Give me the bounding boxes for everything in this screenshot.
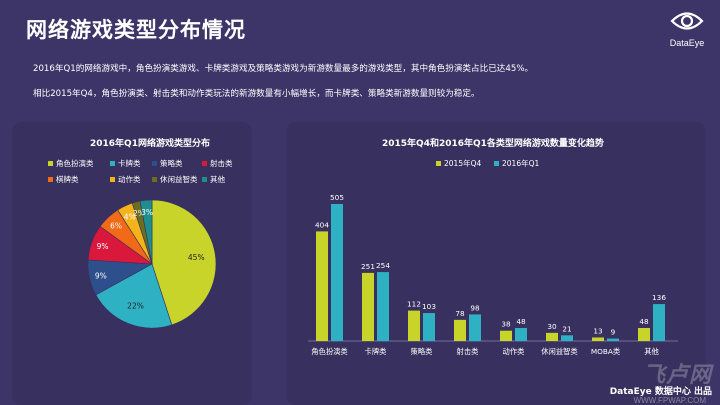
bar [469,314,481,341]
watermark-logo: 飞卢网 [642,362,712,387]
bar-value-label: 48 [639,317,649,326]
summary-paragraph-1: 2016年Q1的网络游戏中，角色扮演类游戏、卡牌类游戏及策略类游戏为新游数量最多… [33,64,534,74]
legend-swatch [110,161,115,166]
page-title: 网络游戏类型分布情况 [26,18,246,42]
pie-legend-item: 策略类 [152,158,183,169]
pie-slice-label: 9% [95,271,107,280]
bar [331,204,343,341]
bar-value-label: 136 [652,293,666,302]
pie-slice-label: 4% [124,213,136,222]
x-tick-label: 其他 [644,347,659,356]
pie-legend-item: 角色扮演类 [48,158,94,169]
legend-swatch [202,177,207,182]
bar [515,327,527,341]
bar-value-label: 13 [593,326,603,335]
legend-swatch [48,161,53,166]
eye-icon [670,12,704,30]
bar [607,338,619,341]
x-tick-label: 策略类 [411,347,434,356]
x-tick-label: 动作类 [503,347,526,356]
footer-credit: DataEye 数据中心 出品 [609,387,712,397]
legend-label: 棋牌类 [56,175,79,184]
legend-swatch [152,177,157,182]
legend-label: 射击类 [210,159,233,168]
bar-chart-panel: 2015年Q4和2016年Q1各类型网络游戏数量变化趋势 2015年Q4 2016… [286,122,706,405]
bar-value-label: 112 [407,300,421,309]
legend-swatch [202,161,207,166]
legend-label: 2015年Q4 [444,159,482,168]
legend-label: 其他 [210,175,225,184]
legend-label: 策略类 [160,159,183,168]
bar [362,272,374,341]
bar-value-label: 9 [611,328,616,337]
x-tick-label: 休闲益智类 [541,347,578,356]
bar-value-label: 48 [516,317,526,326]
bar-value-label: 254 [376,261,390,270]
watermark-url: WWW.FPWAP.COM [633,396,706,405]
pie-chart-panel: 2016年Q1网络游戏类型分布 角色扮演类 卡牌类 策略类 射击类棋牌类 动作类 休闲益智… [12,122,252,405]
pie-slice-label: 2% [133,209,145,218]
pie-legend-item: 卡牌类 [110,158,141,169]
bar [500,330,512,341]
bar [408,310,420,341]
bar-value-label: 404 [315,220,329,229]
bar-value-label: 78 [455,309,465,318]
pie-slice-label: 22% [127,302,144,311]
bar-value-label: 98 [470,303,480,312]
legend-label: 休闲益智类 [160,175,198,184]
pie-slice [95,263,173,329]
legend-label: 卡牌类 [118,159,141,168]
legend-swatch [494,161,499,166]
bar-value-label: 251 [361,262,375,271]
bar-value-label: 30 [547,322,557,331]
x-tick-label: MOBA类 [591,347,621,356]
pie-legend-item: 动作类 [110,174,141,185]
legend-swatch [48,177,53,182]
bar-legend-item: 2015年Q4 [436,158,481,169]
bar [653,304,665,341]
bar-value-label: 38 [501,320,511,329]
x-tick-label: 射击类 [457,347,480,356]
bar [638,327,650,341]
pie-legend-item: 休闲益智类 [152,174,198,185]
x-tick-label: 卡牌类 [365,347,388,356]
legend-label: 动作类 [118,175,141,184]
pie-slice-label: 3% [141,208,153,217]
legend-swatch [110,177,115,182]
bar [592,337,604,341]
bar-value-label: 21 [562,324,571,333]
summary-paragraph-2: 相比2015年Q4，角色扮演类、射击类和动作类玩法的新游数量有小幅增长，而卡牌类… [33,89,480,99]
pie-chart-title: 2016年Q1网络游戏类型分布 [90,139,210,149]
pie-legend-item: 射击类 [202,158,233,169]
pie-legend-item: 棋牌类 [48,174,79,185]
pie-slice [151,199,217,326]
pie-slice-label: 9% [97,242,109,251]
bar-chart-title: 2015年Q4和2016年Q1各类型网络游戏数量变化趋势 [382,139,604,149]
legend-label: 角色扮演类 [56,159,94,168]
bar [423,313,435,341]
pie-slice-label: 6% [110,222,122,231]
pie-chart: 45% 22% 9% 9% 6%4%2%3% [87,199,217,329]
bar [377,272,389,341]
bar [546,332,558,341]
bar-value-label: 505 [330,193,344,202]
pie-slice-label: 45% [188,253,205,262]
bar-value-label: 103 [422,302,436,311]
x-tick-label: 角色扮演类 [311,347,348,356]
bar-legend-item: 2016年Q1 [494,158,539,169]
dataeye-logo: DataEye [663,10,711,50]
legend-swatch [152,161,157,166]
pie-slice [139,199,153,265]
bar-chart: 404 505 角色扮演类 251 254 卡牌类 112 103 策略类 78 98 射击类 38 48… [308,193,678,356]
bar [316,231,328,341]
legend-label: 2016年Q1 [502,159,540,168]
logo-text: DataEye [669,38,705,48]
pie-legend-item: 其他 [202,174,225,185]
legend-swatch [436,161,441,166]
bar [454,319,466,341]
bar [561,335,573,341]
